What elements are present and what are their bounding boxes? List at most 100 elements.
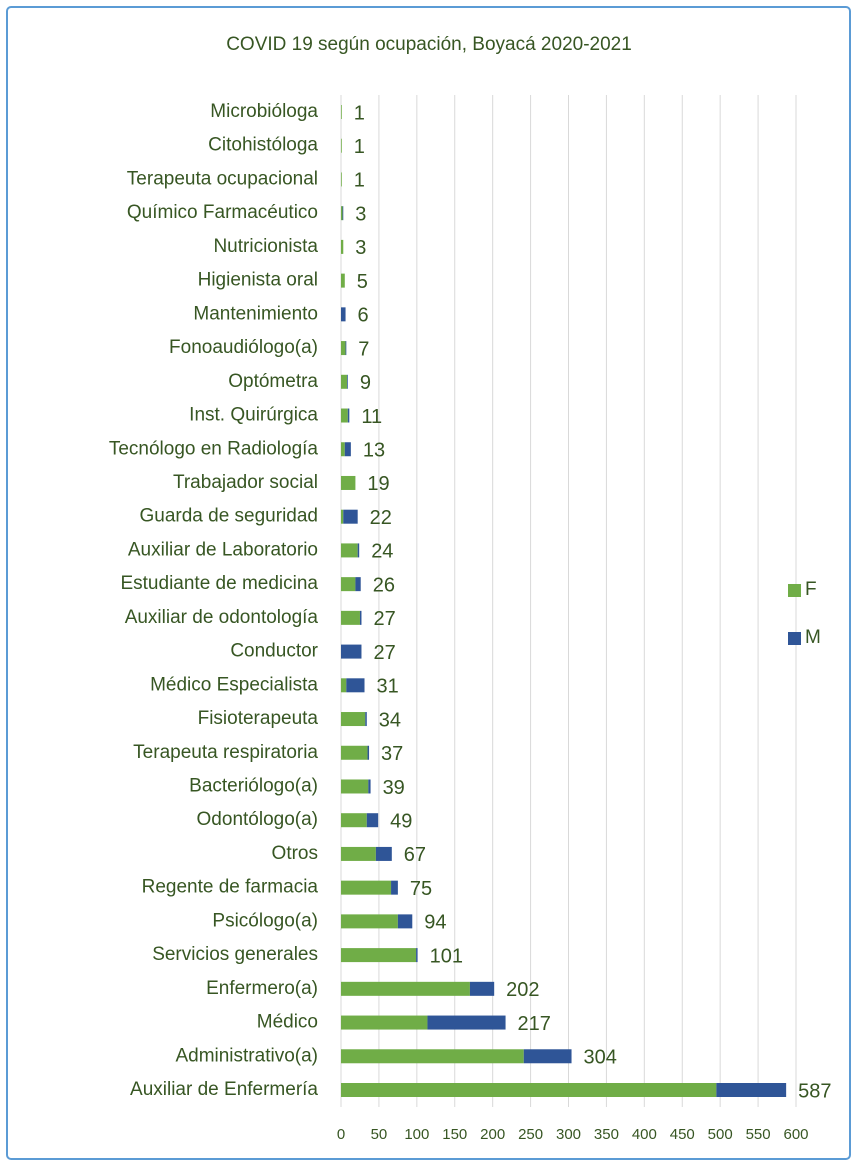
legend-label: F [805, 579, 817, 600]
total-label: 6 [358, 305, 369, 327]
x-tick-label: 200 [480, 1126, 505, 1143]
y-tick-label: Citohistóloga [208, 135, 318, 156]
x-tick-label: 400 [632, 1126, 657, 1143]
total-label: 1 [354, 170, 365, 192]
bar-segment [341, 712, 366, 727]
bar-segment [341, 307, 346, 322]
bar-segment [341, 610, 360, 625]
total-label: 217 [518, 1013, 551, 1035]
bar-segment [341, 644, 362, 659]
bar-segment [341, 543, 358, 558]
x-tick-label: 500 [708, 1126, 733, 1143]
total-label: 24 [371, 541, 393, 563]
bar-segment [346, 678, 365, 693]
bar-segment [391, 880, 398, 895]
total-label: 5 [357, 271, 368, 293]
x-tick-label: 100 [404, 1126, 429, 1143]
total-label: 75 [410, 878, 432, 900]
bar-segment [341, 745, 368, 760]
y-tick-label: Terapeuta respiratoria [133, 742, 318, 763]
bar-segment [716, 1083, 787, 1097]
bar-segment [341, 374, 348, 389]
y-tick-label: Guarda de seguridad [139, 506, 318, 527]
bar-segment [342, 206, 344, 221]
bar-segment [341, 813, 367, 828]
y-tick-label: Administrativo(a) [175, 1045, 318, 1066]
y-tick-label: Microbióloga [210, 101, 318, 122]
bar-segment [427, 1015, 506, 1030]
bar-segment [341, 509, 344, 524]
bar-segment [365, 712, 367, 727]
bar-segment [367, 745, 370, 760]
bar-segment [341, 442, 345, 457]
x-tick-label: 150 [442, 1126, 467, 1143]
total-label: 22 [370, 507, 392, 529]
y-tick-label: Terapeuta ocupacional [127, 168, 318, 189]
bar-segment [343, 509, 358, 524]
y-tick-label: Odontólogo(a) [197, 809, 318, 830]
y-tick-label: Higienista oral [198, 270, 318, 291]
y-tick-label: Auxiliar de odontología [125, 607, 319, 628]
x-tick-label: 0 [337, 1126, 345, 1143]
total-label: 31 [377, 676, 399, 698]
total-label: 94 [424, 912, 446, 934]
total-label: 101 [430, 945, 463, 967]
bar-segment [341, 846, 376, 861]
legend-swatch [788, 584, 801, 597]
total-label: 1 [354, 136, 365, 158]
bar-segment [355, 577, 361, 592]
chart-frame [6, 6, 851, 1160]
total-label: 13 [363, 440, 385, 462]
bar-segment [341, 341, 346, 356]
bar-segment [344, 442, 351, 457]
total-label: 7 [358, 338, 369, 360]
y-tick-label: Regente de farmacia [142, 877, 319, 898]
total-label: 3 [355, 203, 366, 225]
y-tick-label: Tecnólogo en Radiología [109, 438, 319, 459]
bar-segment [341, 981, 470, 996]
bar-segment [341, 1049, 524, 1064]
bar-segment [341, 206, 343, 221]
y-tick-label: Otros [272, 843, 318, 864]
bar-segment [347, 408, 350, 423]
total-label: 49 [390, 810, 412, 832]
x-tick-label: 300 [556, 1126, 581, 1143]
y-tick-label: Auxiliar de Laboratorio [128, 539, 318, 560]
bar-segment [341, 105, 342, 119]
total-label: 304 [584, 1047, 617, 1069]
bar-segment [341, 914, 398, 929]
total-label: 1 [354, 102, 365, 124]
y-tick-label: Enfermero(a) [206, 978, 318, 999]
y-tick-label: Nutricionista [213, 236, 318, 257]
bar-segment [341, 138, 342, 153]
y-tick-label: Inst. Quirúrgica [189, 405, 318, 426]
x-tick-label: 550 [746, 1126, 771, 1143]
chart-title: COVID 19 según ocupación, Boyacá 2020-20… [226, 34, 632, 55]
x-tick-label: 350 [594, 1126, 619, 1143]
bar-segment [416, 948, 418, 963]
bar-segment [341, 779, 369, 794]
bar-segment [341, 880, 392, 895]
bar-segment [341, 172, 342, 187]
bar-segment [341, 408, 348, 423]
bar-segment [523, 1049, 572, 1064]
y-tick-label: Médico Especialista [150, 674, 318, 695]
bar-segment [366, 813, 379, 828]
total-label: 27 [373, 608, 395, 630]
bar-segment [341, 273, 345, 288]
x-tick-label: 600 [783, 1126, 808, 1143]
bar-segment [397, 914, 413, 929]
total-label: 34 [379, 709, 401, 731]
y-tick-label: Estudiante de medicina [120, 573, 318, 594]
x-tick-label: 50 [371, 1126, 388, 1143]
bar-segment [341, 239, 344, 254]
total-label: 67 [404, 844, 426, 866]
total-label: 3 [355, 237, 366, 259]
y-tick-label: Médico [257, 1012, 318, 1033]
bar-segment [469, 981, 495, 996]
bar-segment [341, 475, 356, 490]
y-tick-label: Fonoaudiólogo(a) [169, 337, 318, 358]
bar-segment [341, 948, 417, 963]
y-tick-label: Psicólogo(a) [212, 910, 318, 931]
